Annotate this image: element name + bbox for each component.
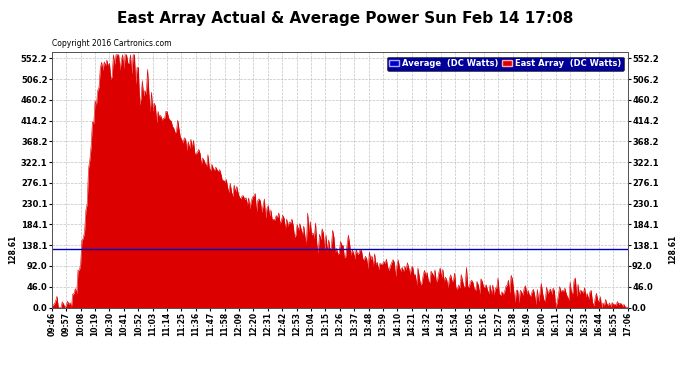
Text: 128.61: 128.61 [668,235,677,264]
Text: East Array Actual & Average Power Sun Feb 14 17:08: East Array Actual & Average Power Sun Fe… [117,11,573,26]
Legend: Average  (DC Watts), East Array  (DC Watts): Average (DC Watts), East Array (DC Watts… [387,57,624,70]
Text: 128.61: 128.61 [8,235,17,264]
Text: Copyright 2016 Cartronics.com: Copyright 2016 Cartronics.com [52,39,171,48]
